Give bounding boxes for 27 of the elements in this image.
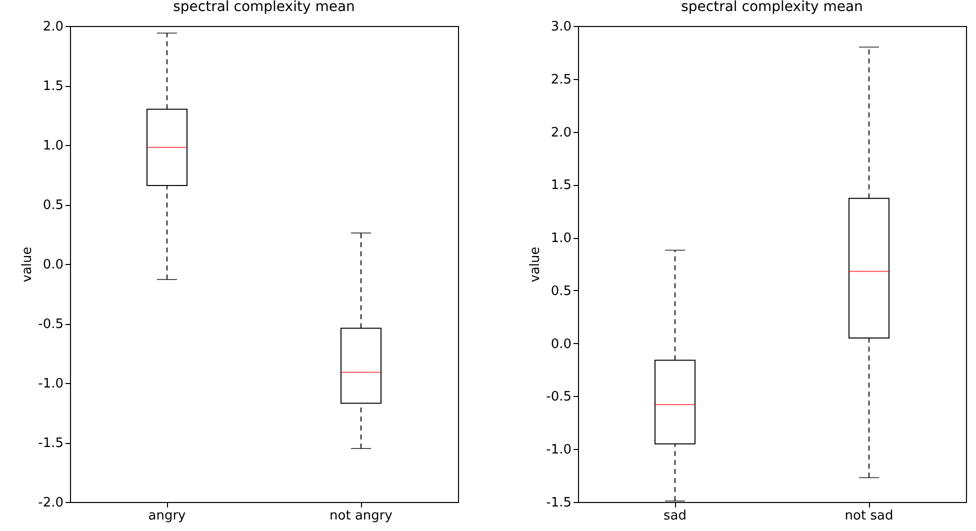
- y-tick-label: 0.0: [550, 336, 572, 352]
- chart-title: spectral complexity mean: [681, 0, 863, 15]
- y-tick-label: 1.0: [550, 231, 572, 246]
- x-tick-label: not angry: [330, 508, 393, 524]
- x-tick-label: angry: [148, 508, 186, 524]
- y-axis-title: value: [20, 246, 36, 282]
- y-tick-label: -0.5: [38, 317, 64, 332]
- y-tick-label: 0.5: [550, 284, 572, 299]
- y-tick-label: -1.5: [546, 496, 572, 510]
- y-tick-label: -1.0: [38, 376, 64, 392]
- y-tick-label: -0.5: [546, 390, 572, 405]
- y-axis-title: value: [528, 246, 544, 282]
- y-tick-label: -1.5: [38, 436, 64, 451]
- y-tick-label: 2.5: [550, 72, 572, 88]
- y-tick-label: 0.0: [42, 258, 64, 272]
- y-tick-label: -2.0: [38, 496, 64, 510]
- y-tick-label: 2.0: [42, 20, 64, 34]
- y-tick-label: 1.5: [550, 178, 572, 194]
- y-tick-label: 1.5: [42, 79, 64, 94]
- y-tick-label: 0.5: [42, 198, 64, 213]
- x-tick-label: not sad: [844, 508, 894, 524]
- y-tick-label: 1.0: [42, 138, 64, 154]
- chart-title: spectral complexity mean: [173, 0, 355, 15]
- y-tick-label: 2.0: [550, 125, 572, 140]
- y-tick-label: -1.0: [546, 442, 572, 458]
- x-tick-label: sad: [664, 508, 686, 524]
- y-tick-label: 3.0: [550, 20, 572, 34]
